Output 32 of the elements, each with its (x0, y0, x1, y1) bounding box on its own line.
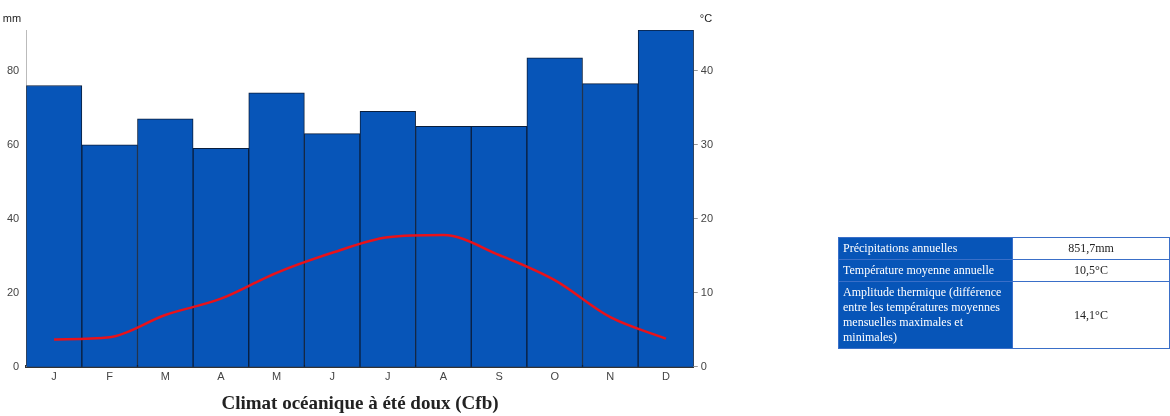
y-axis-title: mm (2, 11, 22, 24)
y-tick-label: 60 (6, 137, 20, 150)
text: 14,1°C (1012, 281, 1170, 349)
y-tick-label: 40 (6, 211, 20, 224)
text: Climat océanique à été doux (Cfb) (220, 392, 500, 414)
x-tick-label: F (106, 370, 114, 383)
y2-tick-label: 40 (700, 63, 714, 76)
x-tick-label: J (51, 370, 57, 383)
x-tick-label: J (329, 370, 335, 383)
x-tick-label: M (160, 370, 170, 383)
x-tick-label: O (550, 370, 560, 383)
x-tick-label: A (439, 370, 448, 383)
x-tick-label: M (271, 370, 282, 383)
x-tick-label: N (606, 370, 615, 383)
y-tick-label: 20 (6, 285, 20, 298)
y2-axis-title: °C (699, 11, 713, 24)
text: Amplitude thermique (différence entre les températures moyennes mensuelles maximales et minimales) (838, 281, 1013, 349)
x-tick-label: D (661, 370, 670, 383)
y-tick-label: 80 (6, 63, 20, 76)
x-tick-label: J (385, 370, 391, 383)
text: Température moyenne annuelle (838, 259, 1013, 282)
y2-tick-label: 0 (700, 359, 707, 372)
text: Précipitations annuelles (838, 237, 1013, 260)
text: 851,7mm (1012, 237, 1170, 260)
x-tick-label: S (495, 370, 503, 383)
y2-tick-label: 10 (700, 285, 714, 298)
y2-tick-label: 20 (700, 211, 714, 224)
y2-tick-label: 30 (700, 137, 714, 150)
y-tick-label: 0 (13, 359, 20, 372)
line-series (52, 233, 668, 341)
x-tick-label: A (217, 370, 226, 383)
text: 10,5°C (1012, 259, 1170, 282)
